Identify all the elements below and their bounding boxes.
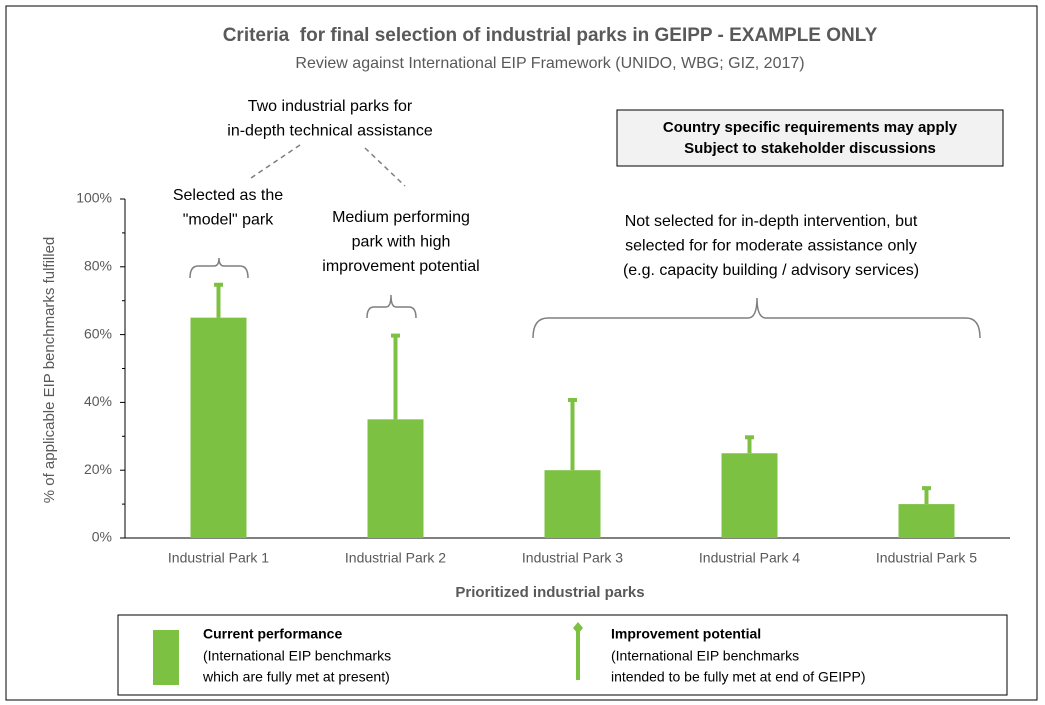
annotation: "model" park xyxy=(183,212,275,229)
bar xyxy=(367,419,424,538)
note-box xyxy=(616,109,1004,167)
error-bar xyxy=(570,399,575,471)
x-tick-label: Industrial Park 4 xyxy=(699,550,800,566)
legend-description: which are fully met at present) xyxy=(202,669,390,685)
annotation: Two industrial parks for xyxy=(248,98,413,115)
x-axis-label: Prioritized industrial parks xyxy=(455,584,644,601)
annotation: (e.g. capacity building / advisory servi… xyxy=(623,262,919,279)
x-tick-label: Industrial Park 1 xyxy=(168,550,269,566)
error-cap xyxy=(922,486,931,491)
bracket xyxy=(532,297,981,339)
connector xyxy=(364,147,406,187)
bar xyxy=(544,470,601,538)
annotation: selected for for moderate assistance onl… xyxy=(625,238,917,255)
error-bar xyxy=(924,487,929,505)
error-cap xyxy=(214,282,223,287)
y-tick-label: 60% xyxy=(84,325,112,341)
legend-description: intended to be fully met at end of GEIPP… xyxy=(611,669,865,685)
y-tick-label: 80% xyxy=(84,258,112,274)
x-tick-label: Industrial Park 2 xyxy=(345,550,446,566)
legend-whisker xyxy=(576,628,580,680)
annotation: improvement potential xyxy=(322,258,479,275)
chart-title: Criteria for final selection of industri… xyxy=(223,25,878,46)
error-cap xyxy=(745,435,754,440)
chart-subtitle: Review against International EIP Framewo… xyxy=(295,55,804,72)
legend-cap xyxy=(573,622,583,634)
x-tick-label: Industrial Park 5 xyxy=(876,550,977,566)
error-bar xyxy=(393,334,398,420)
y-tick-label: 20% xyxy=(84,461,112,477)
annotation: Not selected for in-depth intervention, … xyxy=(625,213,918,230)
error-bar xyxy=(216,283,221,318)
connector xyxy=(247,144,301,181)
bar xyxy=(190,317,247,538)
bar xyxy=(898,504,955,538)
annotation: Selected as the xyxy=(173,187,283,204)
y-axis-label: % of applicable EIP benchmarks fulfilled xyxy=(41,237,58,504)
note-line: Subject to stakeholder discussions xyxy=(684,140,936,157)
bracket xyxy=(189,257,249,279)
y-tick-label: 100% xyxy=(76,190,112,206)
error-bar xyxy=(747,436,752,454)
bar xyxy=(721,453,778,538)
annotation: in-depth technical assistance xyxy=(227,123,433,140)
y-tick-label: 0% xyxy=(92,529,112,545)
bracket xyxy=(366,294,417,319)
x-tick-label: Industrial Park 3 xyxy=(522,550,623,566)
annotation: park with high xyxy=(352,234,451,251)
legend-description: (International EIP benchmarks xyxy=(611,648,799,664)
annotation: Medium performing xyxy=(332,209,470,226)
legend-box xyxy=(117,614,1008,696)
note-line: Country specific requirements may apply xyxy=(663,119,958,136)
legend-label: Current performance xyxy=(203,626,342,642)
legend-label: Improvement potential xyxy=(611,626,761,642)
error-cap xyxy=(391,333,400,338)
legend-swatch xyxy=(153,630,179,685)
y-tick-label: 40% xyxy=(84,393,112,409)
legend-description: (International EIP benchmarks xyxy=(203,648,391,664)
error-cap xyxy=(568,398,577,403)
